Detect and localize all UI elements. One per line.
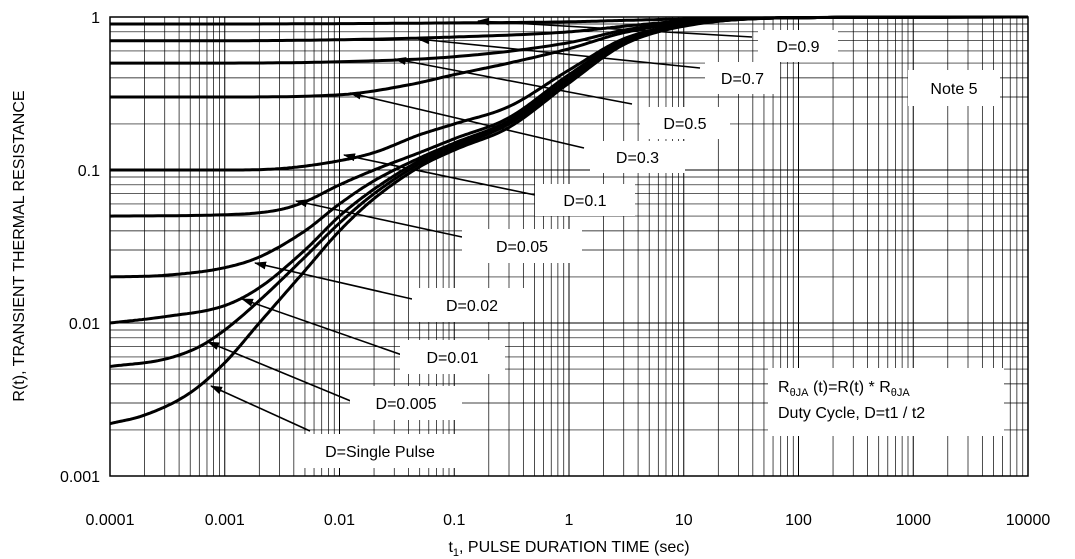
label-d-0-005: D=0.005 <box>376 396 437 413</box>
callout-arrow-d-single-pulse <box>211 386 310 431</box>
label-d-0-5: D=0.5 <box>663 116 706 133</box>
label-d-0-3: D=0.3 <box>616 150 659 167</box>
x-tick-label: 0.1 <box>443 512 465 529</box>
formula-box: RθJA (t)=R(t) * RθJA Duty Cycle, D=t1 / … <box>768 368 1004 436</box>
y-tick-label: 0.1 <box>78 163 100 180</box>
y-tick-labels: 0.001 0.01 0.1 1 <box>60 10 100 486</box>
x-tick-label: 10000 <box>1006 512 1051 529</box>
x-tick-label: 0.01 <box>324 512 355 529</box>
x-tick-label: 10 <box>675 512 693 529</box>
y-axis-label: R(t), TRANSIENT THERMAL RESISTANCE <box>11 90 28 401</box>
x-tick-labels: 0.0001 0.001 0.01 0.1 1 10 100 1000 10000 <box>86 512 1051 529</box>
y-tick-label: 0.001 <box>60 469 100 486</box>
label-d-0-9: D=0.9 <box>776 39 819 56</box>
label-d-single-pulse: D=Single Pulse <box>325 444 435 461</box>
note-text: Note 5 <box>930 81 977 98</box>
x-tick-label: 100 <box>785 512 812 529</box>
x-tick-label: 1 <box>565 512 574 529</box>
label-d-0-05: D=0.05 <box>496 239 548 256</box>
y-tick-label: 1 <box>91 10 100 27</box>
label-d-0-01: D=0.01 <box>426 350 478 367</box>
note-box: Note 5 <box>908 70 1000 106</box>
label-d-0-1: D=0.1 <box>563 193 606 210</box>
y-tick-label: 0.01 <box>69 316 100 333</box>
x-tick-label: 0.001 <box>205 512 245 529</box>
label-d-0-02: D=0.02 <box>446 298 498 315</box>
label-d-0-7: D=0.7 <box>721 71 764 88</box>
callout-arrow-d-0-01 <box>242 299 405 356</box>
formula-line-2: Duty Cycle, D=t1 / t2 <box>778 405 925 422</box>
x-tick-label: 0.0001 <box>86 512 135 529</box>
x-axis-label: t1, PULSE DURATION TIME (sec) <box>448 539 689 559</box>
x-tick-label: 1000 <box>895 512 931 529</box>
